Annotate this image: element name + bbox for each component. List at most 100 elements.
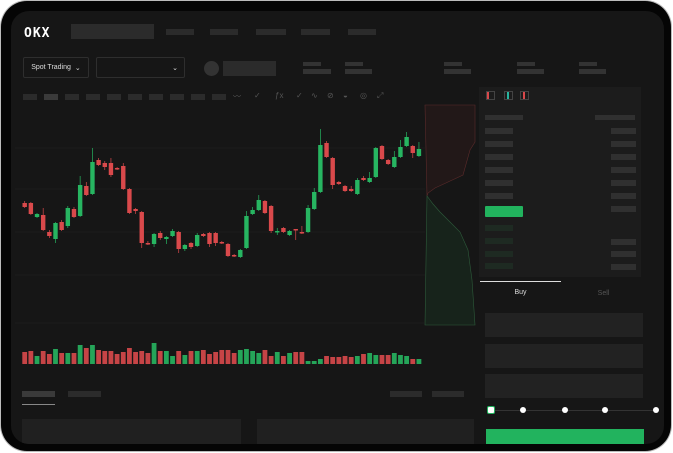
slider-step[interactable] [488, 407, 494, 413]
volume-bar [151, 343, 157, 364]
volume-bar [225, 350, 231, 364]
chevron-icon[interactable]: ✓ [296, 91, 303, 100]
volume-bar [231, 353, 237, 364]
active-tab-underline [22, 404, 55, 405]
ask-amount [611, 193, 636, 199]
candle-body [281, 228, 286, 232]
timeframe-button[interactable] [86, 94, 100, 100]
timeframe-button[interactable] [191, 94, 205, 100]
candle-body [330, 158, 335, 185]
volume-bar [28, 351, 34, 364]
bid-amount [611, 264, 636, 270]
timeframe-button[interactable] [128, 94, 142, 100]
volume-bar [219, 350, 225, 364]
volume-bar [83, 348, 89, 364]
candle-body [392, 157, 397, 167]
tab-open-orders[interactable] [22, 391, 55, 397]
candle-body [225, 244, 231, 256]
price-input[interactable] [485, 313, 643, 337]
fx-icon[interactable]: ƒx [275, 91, 284, 100]
timeframe-button[interactable] [23, 94, 37, 100]
volume-bar [139, 351, 145, 364]
ruler-icon[interactable]: ⊘ [327, 91, 334, 100]
book-all-icon[interactable] [486, 91, 495, 100]
candle-body [114, 168, 120, 170]
volume-bar [244, 349, 249, 364]
spot-trading-dropdown[interactable]: Spot Trading ⌄ [23, 57, 89, 78]
depth-asks-area [424, 104, 476, 197]
amount-slider-track[interactable] [491, 410, 656, 411]
slider-step[interactable] [653, 407, 659, 413]
candle-body [305, 208, 311, 232]
nav-item[interactable] [256, 29, 286, 35]
slider-step[interactable] [562, 407, 568, 413]
nav-item[interactable] [301, 29, 330, 35]
wave-icon[interactable]: ∿ [311, 91, 318, 100]
tab-order-history[interactable] [68, 391, 101, 397]
settings-icon[interactable]: ◎ [360, 91, 367, 100]
candle-body [373, 148, 379, 177]
bid-amount [611, 239, 636, 245]
stat-label [579, 62, 597, 66]
volume-bar [176, 351, 182, 364]
timeframe-button[interactable] [44, 94, 58, 100]
nav-item[interactable] [210, 29, 238, 35]
volume-bar [145, 353, 151, 364]
candle-body [318, 145, 323, 192]
nav-item[interactable] [348, 29, 376, 35]
volume-bar [163, 351, 169, 364]
timeframe-button[interactable] [149, 94, 163, 100]
nav-item[interactable] [166, 29, 194, 35]
volume-bar [274, 352, 280, 364]
fullscreen-icon[interactable]: ⤢ [377, 91, 384, 100]
candle-body [34, 214, 40, 217]
book-asks-icon[interactable] [520, 91, 529, 100]
timeframe-button[interactable] [65, 94, 79, 100]
volume-bar [200, 350, 206, 364]
bottom-action[interactable] [432, 391, 464, 397]
candle-body [84, 186, 89, 195]
candle-body [238, 250, 243, 257]
camera-icon[interactable]: ◒ [343, 91, 348, 100]
volume-bar [336, 357, 342, 364]
pair-select[interactable]: ⌄ [96, 57, 185, 78]
candle-body [133, 209, 138, 211]
candle-body [262, 201, 268, 213]
search-bar[interactable] [71, 24, 154, 39]
timeframe-button[interactable] [170, 94, 184, 100]
amount-input[interactable] [485, 344, 643, 368]
stat-label [517, 62, 535, 66]
ask-amount [611, 128, 636, 134]
okx-logo[interactable]: OKX [24, 26, 51, 41]
candle-body [158, 233, 163, 238]
candle-body [367, 178, 372, 182]
indicator-icon[interactable]: ✓ [254, 91, 261, 100]
candle-body [410, 146, 415, 153]
timeframe-button[interactable] [107, 94, 121, 100]
bottom-action[interactable] [390, 391, 422, 397]
chevron-down-icon: ⌄ [172, 64, 178, 72]
candle-body [336, 182, 342, 184]
volume-bar [127, 348, 132, 364]
candle-body [268, 206, 274, 231]
total-input[interactable] [485, 374, 643, 398]
volume-bar [268, 356, 274, 364]
sell-tab[interactable]: Sell [597, 290, 610, 297]
volume-bar [330, 357, 336, 364]
buy-submit-button[interactable] [486, 429, 644, 444]
book-bids-icon[interactable] [504, 91, 513, 100]
volume-bar [398, 355, 403, 364]
buy-tab[interactable]: Buy [514, 289, 527, 296]
candle-body [207, 233, 212, 244]
candle-body [90, 162, 95, 194]
chevron-down-icon: ⌄ [74, 64, 81, 72]
slider-step[interactable] [520, 407, 526, 413]
candle-body [47, 232, 52, 236]
ask-amount [611, 180, 636, 186]
slider-step[interactable] [602, 407, 608, 413]
depth-bids-area [424, 195, 476, 326]
timeframe-button[interactable] [212, 94, 226, 100]
line-tool-icon[interactable]: 〰 [233, 92, 241, 101]
bid-amount [611, 251, 636, 257]
